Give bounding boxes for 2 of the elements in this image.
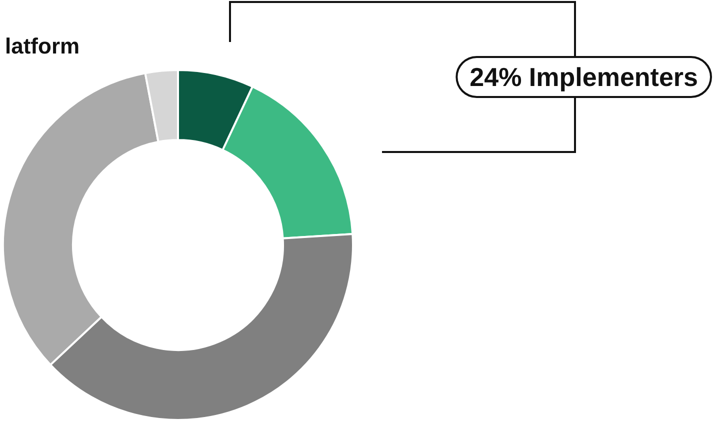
chart-title: latform [5,34,80,58]
text: 24% Implementers [470,62,698,92]
